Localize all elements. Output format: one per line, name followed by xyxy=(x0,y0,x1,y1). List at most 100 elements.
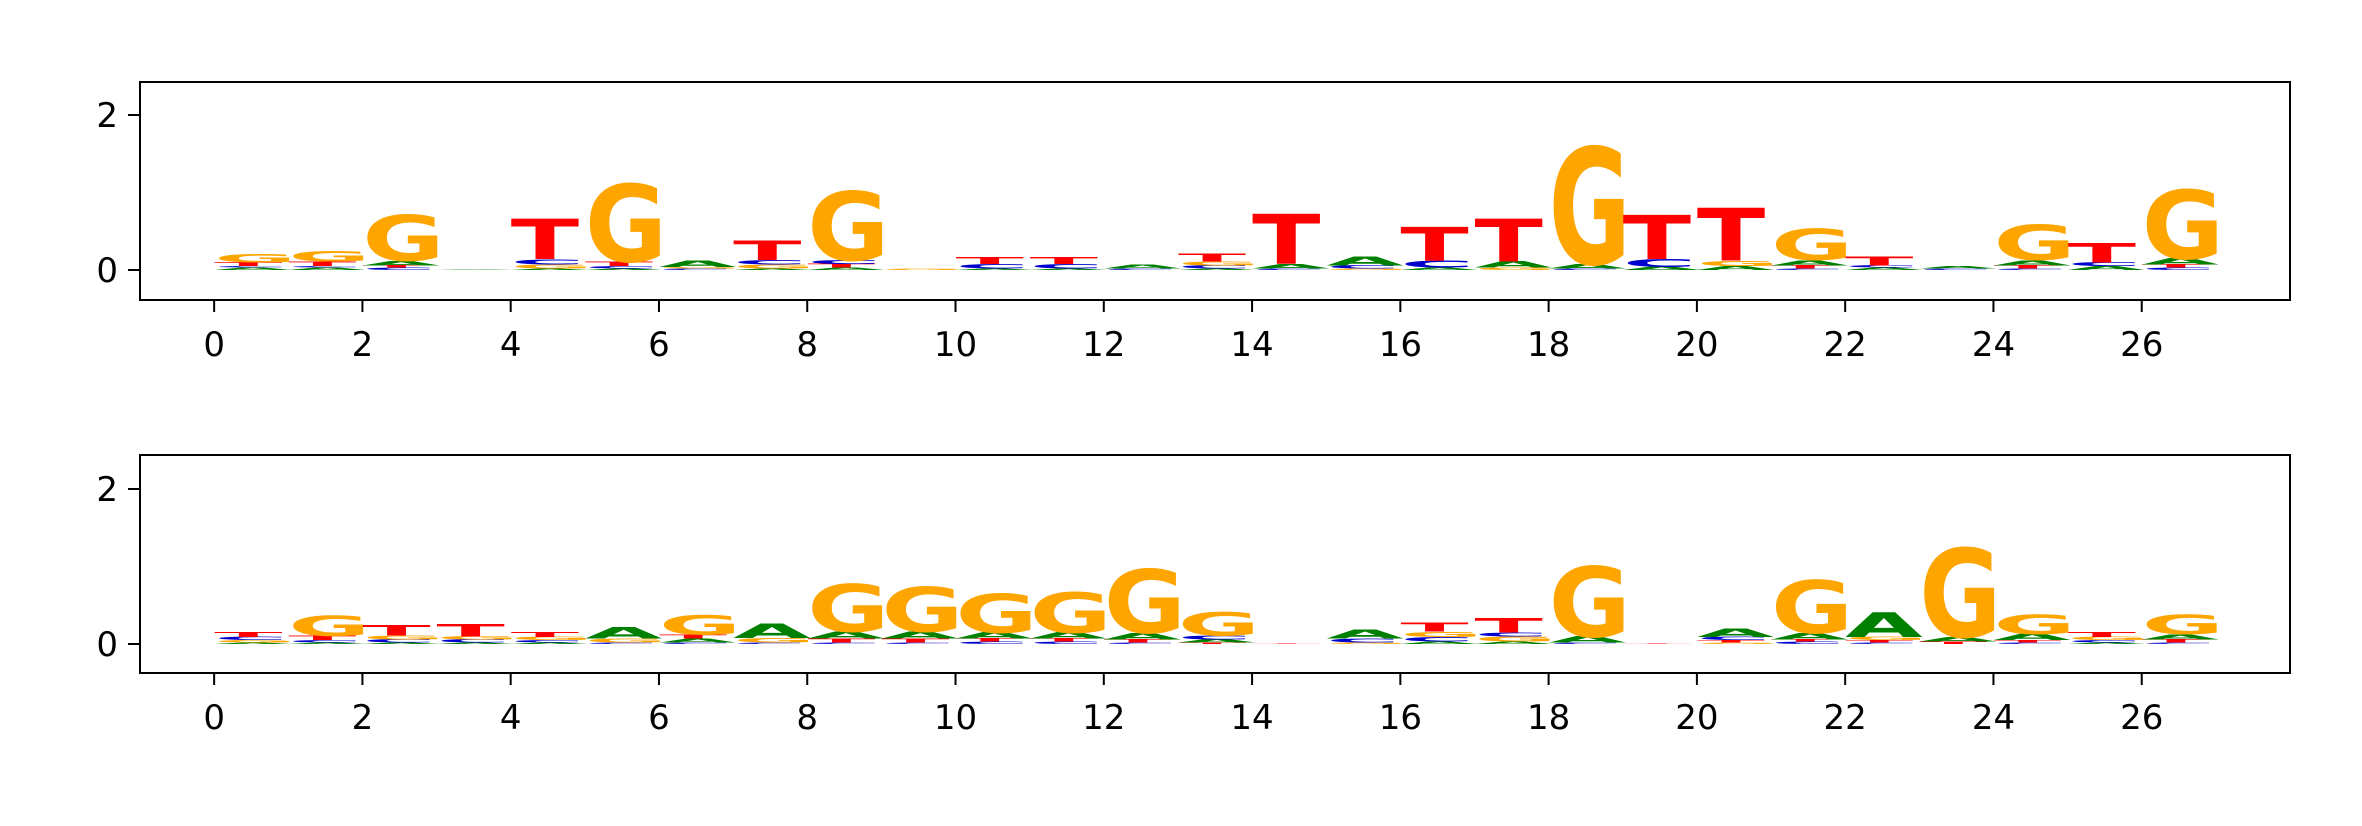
logo-letter-C: C xyxy=(1030,263,1104,270)
logo-letter-G: G xyxy=(1178,606,1260,643)
logo-letter-C: C xyxy=(511,639,585,643)
logo-letter-A: A xyxy=(437,269,515,270)
logo-letter-G: G xyxy=(585,638,667,644)
logo-letter-A: A xyxy=(1771,631,1849,641)
logo-letter-T: T xyxy=(2068,630,2137,639)
logo-letter-T: T xyxy=(362,265,430,269)
logo-column: GCA xyxy=(1326,627,1408,645)
logo-letter-T: T xyxy=(1104,638,1172,643)
x-tick-label: 26 xyxy=(2120,325,2163,365)
logo-column: CA xyxy=(1104,264,1182,271)
logo-letter-T: T xyxy=(1400,218,1468,272)
x-tick-label: 22 xyxy=(1824,698,1867,738)
logo-letter-A: A xyxy=(1697,626,1775,640)
logo-column: ACT xyxy=(2068,238,2146,271)
logo-letter-A: A xyxy=(881,630,959,641)
logo-letter-A: A xyxy=(1697,265,1775,271)
y-tick-label: 2 xyxy=(96,470,118,510)
logo-letter-A: A xyxy=(1845,606,1923,646)
logo-letter-A: A xyxy=(214,267,292,271)
logo-letter-T: T xyxy=(1771,639,1839,643)
x-tick-label: 20 xyxy=(1675,698,1718,738)
logo-column: T xyxy=(1252,643,1320,644)
x-tick-label: 8 xyxy=(796,325,818,365)
logo-letter-A: A xyxy=(1474,260,1552,270)
logo-letter-G: G xyxy=(2068,636,2150,641)
logo-letter-A: A xyxy=(1474,641,1552,645)
y-tick-label: 2 xyxy=(96,96,118,136)
logo-letter-T: T xyxy=(288,260,357,267)
x-tick-label: 22 xyxy=(1824,325,1867,365)
logo-letter-G: G xyxy=(1993,215,2075,271)
x-tick-label: 2 xyxy=(352,325,374,365)
logo-letter-T: T xyxy=(881,638,949,644)
logo-letter-A: A xyxy=(1549,263,1627,270)
logo-letter-C: C xyxy=(1252,268,1326,270)
x-axis: 0 2 4 6 8 10 12 14 16 18 20 22 24 26 xyxy=(203,300,2163,365)
logo-letter-C: C xyxy=(1104,268,1178,270)
logo-letter-C: C xyxy=(1326,264,1400,269)
logo-letter-C: C xyxy=(214,266,288,268)
logo-letter-T: T xyxy=(1919,641,1987,645)
logo-letter-G: G xyxy=(1474,635,1556,644)
logo-letter-G: G xyxy=(659,610,741,641)
logo-letter-G: G xyxy=(1771,221,1853,270)
logo-column: A xyxy=(437,269,515,270)
logo-letter-C: C xyxy=(2142,267,2216,271)
x-tick-label: 0 xyxy=(203,698,225,738)
x-tick-label: 12 xyxy=(1082,325,1125,365)
logo-letter-C: C xyxy=(2068,261,2142,267)
logo-letter-C: C xyxy=(733,259,807,266)
logo-letter-A: A xyxy=(956,268,1034,270)
x-tick-label: 18 xyxy=(1527,325,1570,365)
logo-letter-C: C xyxy=(1697,636,1771,641)
logo-letter-G: G xyxy=(807,173,889,283)
logo-letter-T: T xyxy=(585,260,654,267)
logo-letter-A: A xyxy=(511,268,589,270)
x-tick-label: 6 xyxy=(648,325,670,365)
logo-letter-A: A xyxy=(214,642,292,644)
logo-letter-C: C xyxy=(807,642,881,644)
logo-column: TAG xyxy=(1919,526,2001,667)
logo-letter-G: G xyxy=(288,610,370,642)
logo-letter-G: G xyxy=(214,639,296,643)
logo-column: ACT xyxy=(1030,255,1108,271)
logo-letter-A: A xyxy=(1104,631,1182,641)
logo-column: CGA xyxy=(659,259,741,270)
logo-letter-T: T xyxy=(362,623,431,639)
logo-letter-G: G xyxy=(1474,267,1556,271)
logo-letter-C: C xyxy=(1623,257,1697,269)
x-tick-label: 16 xyxy=(1379,325,1422,365)
logo-letter-A: A xyxy=(1919,265,1997,269)
logo-letter-G: G xyxy=(1178,260,1260,266)
logo-letter-A: A xyxy=(511,642,589,644)
logo-letter-T: T xyxy=(1252,643,1320,644)
logo-letter-C: C xyxy=(288,639,362,643)
logo-letter-A: A xyxy=(807,267,885,271)
logo-letter-C: C xyxy=(1400,259,1474,270)
logo-letter-A: A xyxy=(1400,267,1478,271)
logo-letter-G: G xyxy=(2142,171,2224,281)
logo-letter-G: G xyxy=(1697,642,1779,644)
logo-letter-G: G xyxy=(1030,582,1112,646)
logo-letter-C: C xyxy=(881,642,955,644)
logo-letter-A: A xyxy=(1919,636,1997,643)
logo-letter-T: T xyxy=(288,634,357,641)
x-tick-label: 16 xyxy=(1379,698,1422,738)
logo-letter-G: G xyxy=(881,268,963,270)
logo-letter-G: G xyxy=(1771,566,1853,650)
logo-letter-T: T xyxy=(1400,620,1469,635)
logo-letter-C: C xyxy=(362,638,436,643)
logo-letter-G: G xyxy=(437,635,519,640)
logo-letter-T: T xyxy=(1993,639,2061,643)
